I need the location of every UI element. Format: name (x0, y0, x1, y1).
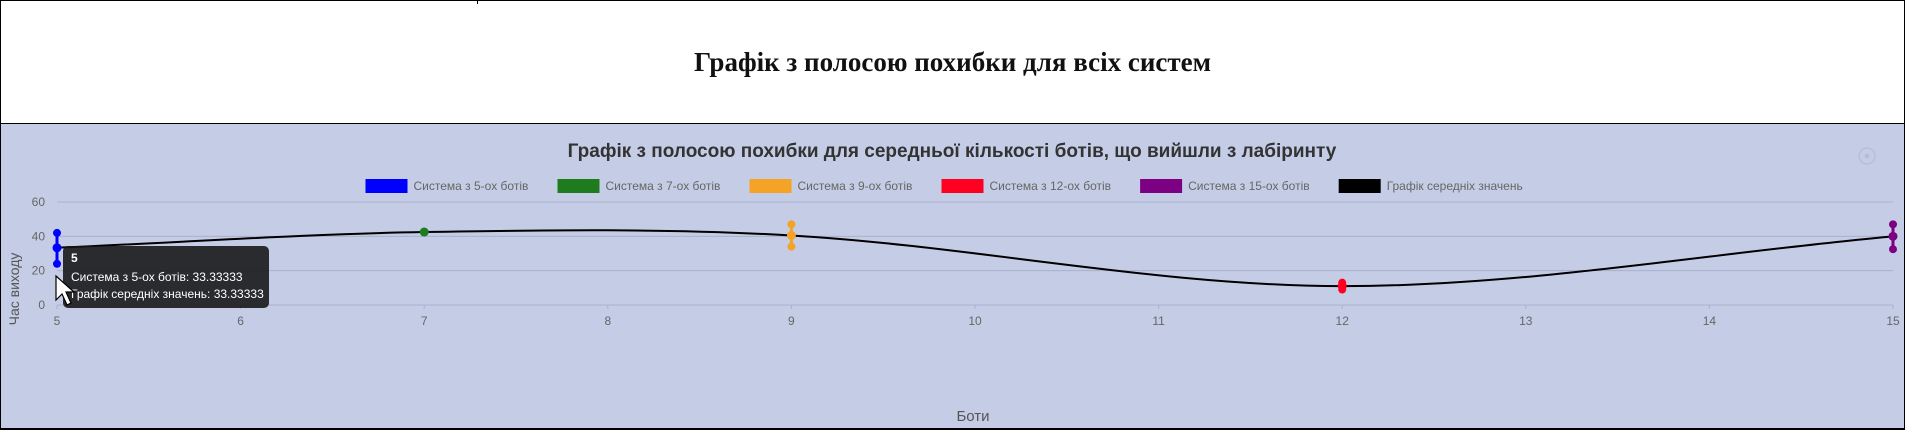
x-tick-label: 6 (237, 314, 244, 328)
legend-item[interactable]: Система з 15-ох ботів (1140, 179, 1310, 193)
tooltip-line: Система з 5-ох ботів: 33.33333 (71, 270, 243, 284)
legend-swatch (1140, 179, 1183, 193)
page-title: Графік з полосою похибки для всіх систем (693, 47, 1212, 77)
plot-area (52, 220, 1898, 294)
mean-point (419, 227, 429, 237)
y-tick-label: 60 (32, 195, 46, 209)
legend-label: Система з 12-ох ботів (990, 179, 1112, 193)
tooltip-line: Графік середніх значень: 33.33333 (71, 287, 264, 301)
mean-point (1888, 231, 1898, 241)
legend-item[interactable]: Графік середніх значень (1338, 179, 1523, 193)
legend-item[interactable]: Система з 7-ох ботів (557, 179, 721, 193)
legend-swatch (557, 179, 600, 193)
tooltip-box (63, 246, 269, 308)
error-bar-series[interactable] (52, 228, 62, 268)
x-tick-label: 11 (1152, 314, 1165, 328)
mean-point (786, 230, 796, 240)
tooltip-title: 5 (71, 251, 78, 265)
x-tick-label: 8 (604, 314, 611, 328)
error-bar-min-point (787, 242, 796, 251)
legend-swatch (941, 179, 984, 193)
legend-item[interactable]: Система з 9-ох ботів (749, 179, 913, 193)
y-tick-label: 0 (38, 298, 45, 312)
legend-swatch (365, 179, 408, 193)
download-menu-icon[interactable] (1858, 147, 1876, 165)
y-axis-ticks: 0 20 40 60 (32, 195, 46, 312)
mouse-cursor-icon (55, 274, 76, 306)
x-tick-label: 15 (1886, 314, 1900, 328)
legend-label: Система з 5-ох ботів (414, 179, 529, 193)
legend-label: Система з 7-ох ботів (606, 179, 721, 193)
cursor-arrow (55, 274, 76, 306)
error-bar-min-point (1889, 245, 1897, 254)
error-bar-min-point (53, 259, 61, 268)
x-tick-label: 7 (421, 314, 428, 328)
error-bar-series[interactable] (1888, 220, 1898, 254)
x-tick-label: 5 (54, 314, 61, 328)
chart-title: Графік з полосою похибки для середньої к… (568, 141, 1337, 162)
bottom-border (0, 428, 1905, 430)
error-bar-series[interactable] (786, 220, 796, 251)
legend-item[interactable]: Система з 12-ох ботів (941, 179, 1112, 193)
error-bar-series[interactable] (1337, 278, 1347, 294)
error-bar-chart[interactable]: Графік з полосою похибки для середньої к… (1, 124, 1904, 428)
legend-swatch (1338, 179, 1381, 193)
x-tick-label: 9 (788, 314, 795, 328)
error-bar-series[interactable] (419, 227, 429, 237)
y-axis-label: Час виходу (6, 253, 22, 326)
y-tick-label: 20 (32, 264, 46, 278)
x-axis-label: Боти (956, 408, 989, 425)
mean-values-line (56, 229, 1894, 288)
y-tick-label: 40 (32, 229, 46, 243)
legend-label: Система з 15-ох ботів (1188, 179, 1310, 193)
x-tick-label: 13 (1519, 314, 1533, 328)
error-bar-max-point (787, 220, 796, 229)
legend-label: Графік середніх значень (1387, 179, 1523, 193)
chart-grid (56, 201, 1894, 309)
x-axis-ticks: 5 6 7 8 9 10 11 12 13 14 15 (54, 314, 1900, 328)
mean-point (1337, 281, 1347, 291)
top-divider-mark (477, 1, 478, 4)
x-tick-label: 12 (1336, 314, 1350, 328)
tooltip: 5 Система з 5-ох ботів: 33.33333 Графік се… (63, 246, 269, 308)
legend-swatch (749, 179, 792, 193)
error-bar-max-point (1889, 220, 1897, 229)
legend-item[interactable]: Система з 5-ох ботів (365, 179, 529, 193)
x-tick-label: 14 (1703, 314, 1717, 328)
mean-point (52, 243, 62, 253)
chart-panel: Графік з полосою похибки для середньої к… (0, 123, 1905, 429)
error-bar-max-point (53, 228, 61, 237)
header-panel (0, 0, 1905, 124)
x-tick-label: 10 (968, 314, 982, 328)
legend-label: Система з 9-ох ботів (798, 179, 913, 193)
chart-legend: Система з 5-ох ботів Система з 7-ох ботів… (365, 179, 1523, 193)
